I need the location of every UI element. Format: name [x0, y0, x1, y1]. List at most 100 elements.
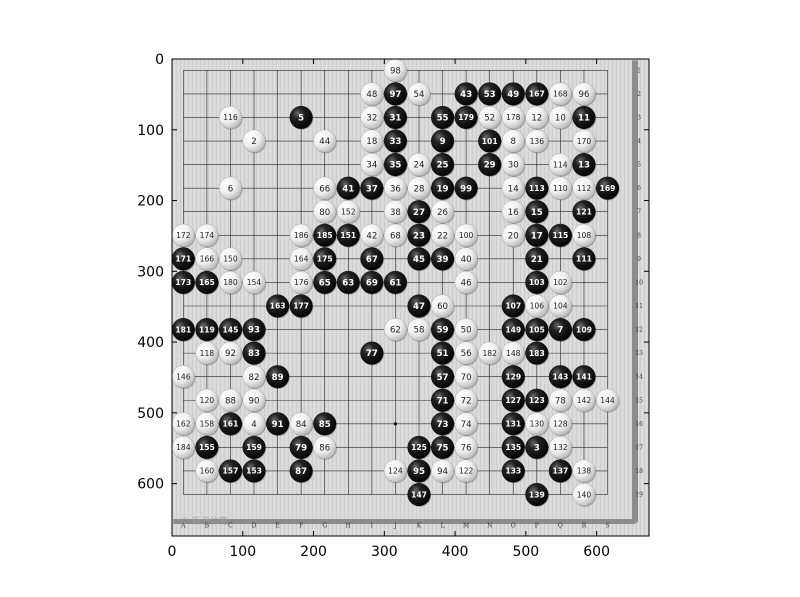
black-stone: 119 — [195, 318, 220, 342]
row-number-label: 2 — [637, 91, 641, 98]
move-number: 92 — [225, 349, 236, 359]
move-number: 143 — [552, 372, 568, 381]
move-number: 54 — [414, 90, 425, 100]
white-stone: 36 — [383, 176, 408, 201]
row-number-label: 8 — [637, 232, 641, 239]
white-stone: 122 — [454, 459, 479, 484]
white-stone: 66 — [313, 176, 337, 201]
black-stone: 177 — [289, 294, 314, 319]
black-stone: 9 — [431, 129, 455, 154]
black-stone: 67 — [360, 247, 384, 272]
move-number: 105 — [529, 325, 545, 334]
move-number: 71 — [437, 396, 449, 406]
white-stone: 68 — [383, 223, 408, 248]
black-stone: 75 — [431, 435, 455, 460]
move-number: 44 — [319, 137, 330, 147]
axis-ticks: 0 100 200 300 400 500 600 0 100 200 300 400 500 600 — [137, 52, 649, 560]
black-stone: 25 — [431, 153, 455, 177]
black-stone: 47 — [407, 294, 432, 319]
move-number: 91 — [272, 420, 284, 430]
black-stone: 87 — [289, 459, 314, 484]
column-letter-label: A — [180, 523, 186, 530]
move-number: 137 — [552, 467, 568, 476]
move-number: 119 — [199, 325, 215, 334]
white-stone: 76 — [454, 435, 479, 460]
white-stone: 148 — [501, 341, 526, 366]
move-number: 185 — [317, 231, 333, 240]
black-stone: 163 — [266, 294, 290, 319]
move-number: 177 — [293, 302, 309, 311]
move-number: 77 — [366, 349, 378, 359]
move-number: 83 — [248, 349, 260, 359]
white-stone: 50 — [454, 318, 479, 342]
move-number: 149 — [505, 325, 521, 334]
black-stone: 109 — [572, 318, 597, 342]
move-number: 80 — [319, 208, 330, 218]
move-number: 65 — [319, 279, 331, 289]
row-number-label: 14 — [635, 374, 643, 381]
black-stone: 157 — [218, 459, 243, 484]
move-number: 186 — [294, 231, 309, 240]
white-stone: 168 — [548, 82, 573, 107]
move-number: 36 — [390, 184, 401, 194]
move-number: 40 — [461, 255, 472, 265]
move-number: 20 — [508, 231, 519, 241]
move-number: 100 — [459, 231, 474, 240]
white-stone: 2 — [242, 129, 267, 154]
white-stone: 60 — [431, 294, 455, 319]
black-stone: 29 — [478, 153, 502, 177]
move-number: 130 — [530, 420, 545, 429]
row-number-label: 7 — [637, 209, 641, 216]
move-number: 27 — [413, 208, 425, 218]
move-number: 14 — [508, 184, 519, 194]
move-number: 182 — [482, 349, 497, 358]
move-number: 150 — [223, 255, 238, 264]
black-stone: 5 — [289, 105, 314, 130]
white-stone: 120 — [195, 388, 220, 413]
black-stone: 85 — [313, 412, 337, 437]
watermark: © 新浪体育 — [180, 515, 228, 527]
white-stone: 138 — [572, 459, 597, 484]
black-stone: 17 — [525, 223, 549, 248]
black-stone: 51 — [431, 341, 455, 366]
move-number: 28 — [414, 184, 425, 194]
white-stone: 44 — [313, 129, 337, 154]
move-number: 144 — [600, 396, 615, 405]
black-stone: 173 — [171, 270, 196, 295]
white-stone: 22 — [431, 223, 455, 248]
move-number: 23 — [413, 231, 425, 241]
black-stone: 143 — [548, 365, 573, 390]
black-stone: 139 — [525, 483, 549, 507]
white-stone: 88 — [218, 388, 243, 413]
move-number: 128 — [553, 420, 568, 429]
move-number: 42 — [366, 231, 377, 241]
move-number: 142 — [577, 396, 592, 405]
white-stone: 4 — [242, 412, 267, 437]
white-stone: 170 — [572, 129, 597, 154]
white-stone: 154 — [242, 270, 267, 295]
black-stone: 63 — [336, 270, 361, 295]
black-stone: 49 — [501, 82, 526, 107]
black-stone: 37 — [360, 176, 384, 201]
black-stone: 65 — [313, 270, 337, 295]
move-number: 176 — [294, 278, 309, 287]
white-stone: 26 — [431, 200, 455, 225]
column-letter-label: M — [463, 523, 469, 530]
white-stone: 6 — [218, 176, 243, 201]
white-stone: 174 — [195, 223, 220, 248]
black-stone: 57 — [431, 365, 455, 390]
move-number: 102 — [553, 278, 568, 287]
white-stone: 178 — [501, 105, 526, 130]
white-stone: 130 — [525, 412, 549, 437]
move-number: 175 — [317, 255, 333, 264]
column-letter-label: G — [322, 523, 327, 530]
move-number: 17 — [531, 231, 543, 241]
move-number: 146 — [176, 372, 191, 381]
row-number-label: 9 — [637, 256, 641, 263]
move-number: 35 — [389, 161, 401, 171]
white-stone: 118 — [195, 341, 220, 366]
move-number: 184 — [176, 443, 191, 452]
row-number-label: 3 — [637, 114, 641, 121]
move-number: 76 — [461, 443, 472, 453]
